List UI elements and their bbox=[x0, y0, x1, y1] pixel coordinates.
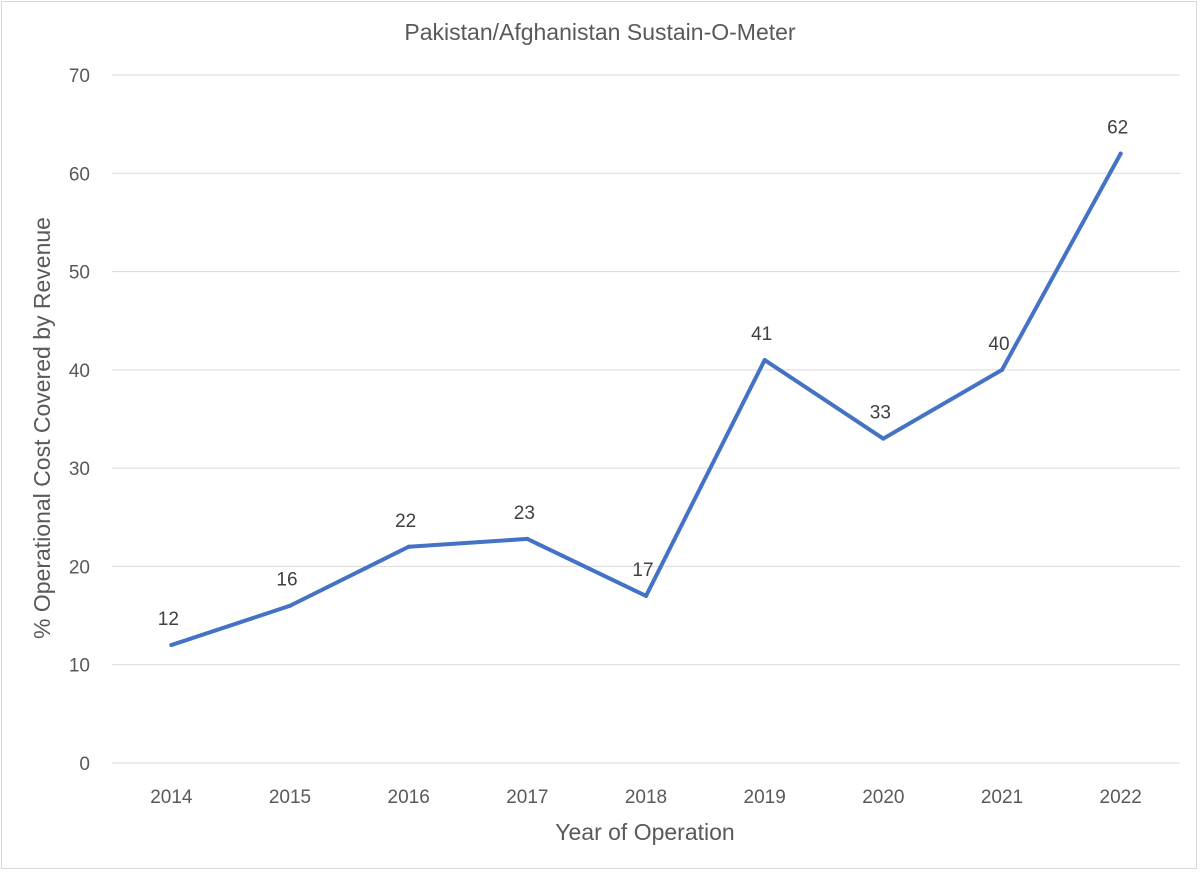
x-axis-tick-labels: 2014 2015 2016 2017 2018 2019 2020 2021 2022 bbox=[150, 787, 1142, 808]
y-tick-label: 0 bbox=[79, 754, 90, 775]
data-label: 41 bbox=[751, 324, 772, 345]
x-tick-label: 2018 bbox=[625, 787, 667, 808]
y-axis-title: % Operational Cost Covered by Revenue bbox=[29, 217, 55, 639]
gridlines bbox=[112, 74, 1180, 764]
data-point bbox=[762, 358, 767, 363]
data-label: 33 bbox=[870, 403, 891, 424]
data-label: 16 bbox=[276, 570, 297, 591]
y-tick-label: 50 bbox=[69, 263, 90, 284]
data-point bbox=[881, 436, 886, 441]
x-tick-label: 2020 bbox=[862, 787, 904, 808]
chart-title: Pakistan/Afghanistan Sustain-O-Meter bbox=[404, 19, 796, 45]
data-point bbox=[288, 603, 292, 608]
y-tick-label: 40 bbox=[69, 361, 90, 382]
data-label: 12 bbox=[158, 609, 179, 630]
x-tick-label: 2014 bbox=[150, 787, 193, 808]
y-tick-label: 70 bbox=[69, 66, 90, 87]
data-point bbox=[169, 643, 174, 648]
x-tick-label: 2017 bbox=[506, 787, 548, 808]
data-label: 62 bbox=[1107, 118, 1128, 139]
y-axis-tick-labels: 0 10 20 30 40 50 60 70 bbox=[69, 66, 90, 775]
data-label: 22 bbox=[395, 511, 416, 532]
y-tick-label: 60 bbox=[69, 164, 90, 185]
y-tick-label: 20 bbox=[69, 557, 90, 578]
y-tick-label: 10 bbox=[69, 656, 90, 677]
data-label: 40 bbox=[988, 334, 1009, 355]
data-point bbox=[406, 544, 411, 549]
data-labels: 12 16 22 23 17 41 33 40 62 bbox=[158, 118, 1128, 630]
x-tick-label: 2015 bbox=[269, 787, 311, 808]
x-tick-label: 2019 bbox=[744, 787, 786, 808]
y-tick-label: 30 bbox=[69, 459, 90, 480]
data-point bbox=[644, 593, 648, 598]
x-tick-label: 2016 bbox=[388, 787, 430, 808]
x-tick-label: 2022 bbox=[1100, 787, 1142, 808]
data-point bbox=[1000, 367, 1004, 372]
data-point bbox=[525, 536, 530, 541]
data-label: 17 bbox=[632, 560, 653, 581]
x-axis-title: Year of Operation bbox=[555, 819, 734, 845]
x-tick-label: 2021 bbox=[981, 787, 1023, 808]
series-group bbox=[169, 151, 1123, 648]
data-point bbox=[1118, 151, 1123, 156]
data-label: 23 bbox=[514, 503, 535, 524]
